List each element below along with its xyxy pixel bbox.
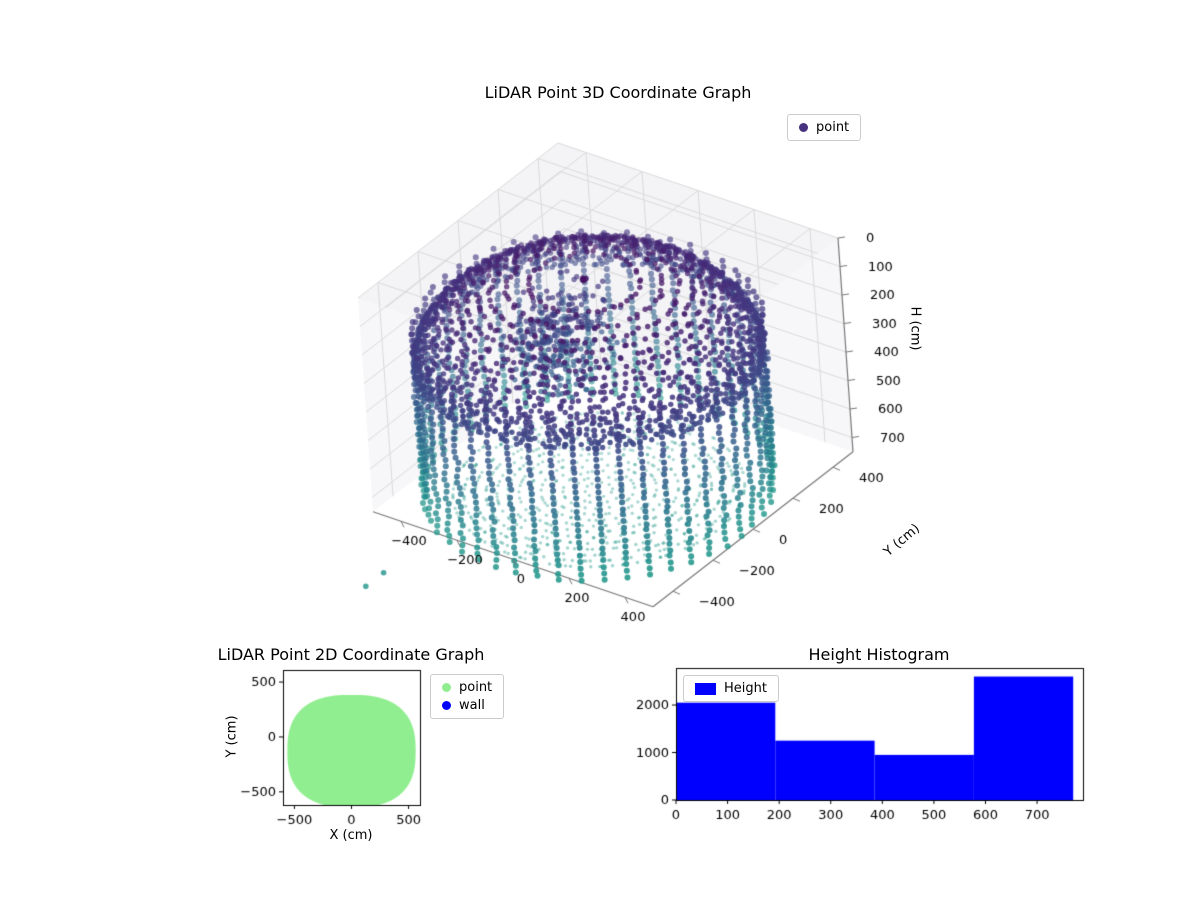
legend-item: point [799,120,849,135]
legend-item: wall [442,698,492,713]
histogram-title: Height Histogram [808,645,950,664]
circle-marker-icon [442,701,451,710]
plot3d-legend: point [787,114,862,141]
legend-label: point [459,680,493,695]
plot3d-title: LiDAR Point 3D Coordinate Graph [484,83,752,102]
plot2d-legend: point wall [430,674,505,719]
legend-item: Height [695,681,767,696]
legend-label: point [816,120,850,135]
plot2d-xlabel: X (cm) [329,828,373,843]
square-marker-icon [695,682,716,695]
plot2d-title: LiDAR Point 2D Coordinate Graph [217,645,485,664]
circle-marker-icon [442,683,451,692]
plot2d-ylabel: Y (cm) [224,715,240,758]
circle-marker-icon [799,123,808,132]
plot3d-zlabel: H (cm) [907,306,923,351]
legend-label: Height [724,681,767,696]
legend-item: point [442,680,492,695]
histogram-legend: Height [683,675,779,702]
legend-label: wall [459,698,485,713]
